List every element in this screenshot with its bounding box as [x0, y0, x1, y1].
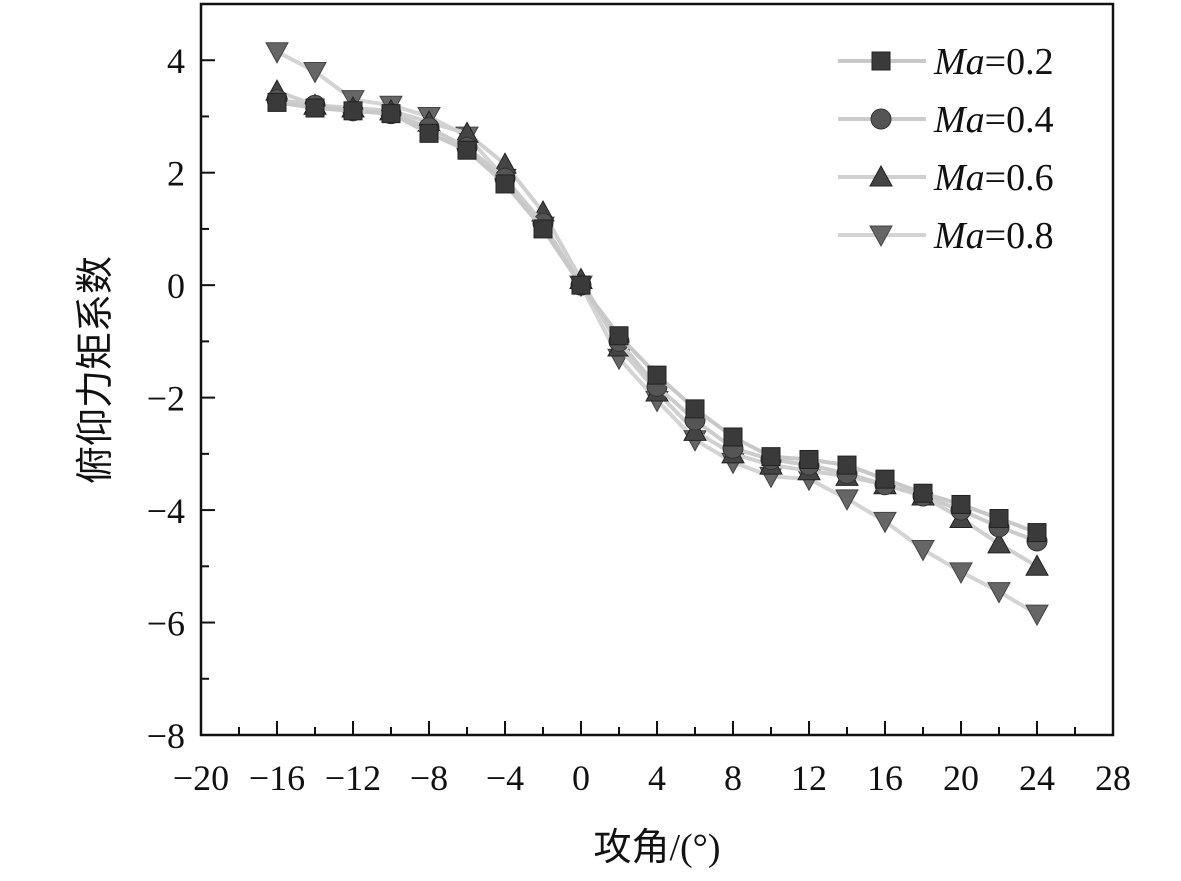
series-ma-0.8 — [265, 42, 1049, 627]
series-line — [276, 97, 1038, 543]
x-axis-title: 攻角/(°) — [593, 827, 720, 869]
y-tick-label: −2 — [147, 379, 185, 419]
data-point — [457, 140, 477, 160]
legend-label-suffix: =0.6 — [985, 157, 1054, 199]
data-point — [343, 101, 363, 121]
legend-marker — [869, 225, 893, 248]
x-tick-label: −16 — [249, 758, 305, 798]
data-point — [1025, 554, 1049, 576]
legend-label-prefix: Ma — [933, 99, 985, 141]
x-tick-label: −20 — [173, 758, 229, 798]
legend-entry: Ma=0.4 — [838, 99, 1054, 141]
legend-marker — [871, 51, 891, 71]
data-point — [799, 449, 819, 469]
data-point — [835, 489, 859, 511]
legend-label-suffix: =0.2 — [985, 41, 1054, 83]
legend-label: Ma=0.6 — [933, 157, 1054, 199]
legend: Ma=0.2Ma=0.4Ma=0.6Ma=0.8 — [838, 41, 1054, 257]
x-tick-label: 28 — [1095, 758, 1131, 798]
data-point — [875, 469, 895, 489]
series-ma-0.4 — [266, 89, 1048, 552]
legend-label: Ma=0.2 — [933, 41, 1054, 83]
data-point — [1027, 523, 1047, 543]
legend-entry: Ma=0.8 — [838, 215, 1054, 257]
x-tick-label: 20 — [943, 758, 979, 798]
x-tick-label: −8 — [410, 758, 448, 798]
legend-entry: Ma=0.6 — [838, 157, 1054, 199]
x-tick-label: 8 — [724, 758, 742, 798]
data-point — [495, 174, 515, 194]
x-tick-label: 12 — [791, 758, 827, 798]
data-point — [647, 365, 667, 385]
legend-label-suffix: =0.8 — [985, 215, 1054, 257]
y-tick-label: 2 — [167, 154, 185, 194]
series-layer — [265, 42, 1049, 627]
legend-label: Ma=0.4 — [933, 99, 1054, 141]
x-tick-label: −4 — [486, 758, 524, 798]
x-tick-label: 16 — [867, 758, 903, 798]
data-point — [761, 447, 781, 467]
data-point — [303, 61, 327, 84]
legend-entry: Ma=0.2 — [838, 41, 1054, 83]
x-tick-label: 24 — [1019, 758, 1055, 798]
y-axis-title: 俯仰力矩系数 — [75, 256, 117, 484]
data-point — [837, 455, 857, 475]
data-point — [265, 42, 289, 64]
y-axis-ticks: −8 −6 −4 −2 0 2 4 — [147, 3, 215, 756]
y-tick-label: 4 — [167, 41, 185, 81]
data-point — [987, 582, 1011, 604]
series-ma-0.2 — [267, 92, 1047, 543]
data-point — [989, 509, 1009, 529]
x-tick-label: 0 — [572, 758, 590, 798]
data-point — [533, 219, 553, 239]
data-point — [381, 104, 401, 124]
data-point — [913, 483, 933, 503]
data-point — [609, 326, 629, 346]
legend-label-prefix: Ma — [933, 157, 985, 199]
x-tick-label: −12 — [325, 758, 381, 798]
data-point — [571, 275, 591, 295]
data-point — [949, 562, 973, 584]
x-tick-label: 4 — [648, 758, 666, 798]
data-point — [685, 399, 705, 419]
data-point — [951, 494, 971, 514]
legend-marker — [869, 164, 893, 187]
data-point — [911, 539, 935, 562]
y-tick-label: 0 — [167, 266, 185, 306]
x-axis-ticks: −20 −16 −12 −8 −4 0 4 8 12 16 20 24 28 — [173, 721, 1131, 798]
y-tick-label: −6 — [147, 604, 185, 644]
legend-marker — [870, 108, 892, 130]
legend-label-prefix: Ma — [933, 215, 985, 257]
data-point — [873, 511, 897, 534]
legend-label-prefix: Ma — [933, 41, 985, 83]
data-point — [419, 123, 439, 143]
y-tick-label: −4 — [147, 491, 185, 531]
data-point — [987, 531, 1011, 554]
legend-label: Ma=0.8 — [933, 215, 1054, 257]
data-point — [305, 98, 325, 118]
series-line — [276, 50, 1039, 616]
data-point — [1025, 604, 1049, 627]
y-tick-label: −8 — [147, 716, 185, 756]
data-point — [267, 92, 287, 112]
legend-label-suffix: =0.4 — [985, 99, 1054, 141]
series-line — [276, 100, 1038, 535]
data-point — [723, 427, 743, 447]
